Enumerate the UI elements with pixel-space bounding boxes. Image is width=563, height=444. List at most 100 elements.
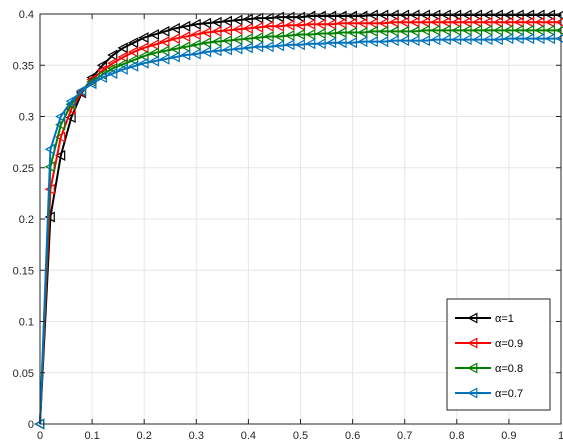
data-point — [409, 25, 420, 37]
data-point — [55, 149, 66, 161]
data-point — [325, 18, 337, 30]
data-point — [419, 35, 430, 47]
legend-marker — [467, 312, 478, 324]
x-tick-label: 0.7 — [397, 430, 412, 442]
x-tick-label: 0.2 — [137, 430, 152, 442]
data-point — [107, 49, 118, 61]
data-point — [305, 38, 316, 50]
data-point — [378, 9, 389, 21]
data-point — [55, 119, 66, 131]
y-tick-label: 0.1 — [19, 317, 34, 329]
data-point — [294, 28, 305, 41]
data-point — [325, 27, 337, 39]
data-point — [86, 78, 97, 90]
data-point — [263, 20, 274, 32]
data-point — [440, 16, 451, 28]
data-point — [482, 9, 493, 21]
data-point — [242, 22, 253, 34]
data-point — [55, 110, 66, 123]
data-point — [482, 16, 493, 28]
data-point — [211, 25, 222, 37]
data-point — [315, 27, 326, 39]
data-point — [169, 43, 180, 55]
y-tick-label: 0.3 — [19, 112, 34, 124]
data-point — [492, 16, 503, 28]
x-tick-label: 0 — [37, 430, 43, 442]
data-point — [471, 34, 483, 46]
data-point — [221, 35, 232, 47]
data-point — [128, 46, 139, 58]
data-point — [419, 9, 430, 21]
data-point — [180, 49, 191, 61]
data-point — [75, 85, 87, 97]
data-point — [523, 33, 535, 45]
data-point — [440, 24, 451, 36]
data-point — [430, 16, 441, 28]
data-point — [513, 24, 524, 36]
data-point — [263, 41, 274, 53]
data-point — [461, 34, 472, 46]
data-point — [305, 18, 316, 30]
data-point — [409, 35, 420, 47]
data-point — [492, 9, 503, 21]
data-point — [534, 33, 545, 45]
data-point — [284, 19, 295, 31]
data-point — [96, 72, 107, 84]
data-point — [284, 11, 295, 23]
data-point — [253, 32, 264, 44]
data-point — [544, 24, 556, 36]
legend-label: α=1 — [495, 313, 514, 325]
data-point — [128, 37, 139, 49]
y-tick-label: 0.2 — [19, 214, 34, 226]
data-point — [190, 39, 201, 51]
data-point — [367, 36, 378, 48]
data-point — [346, 17, 358, 29]
data-point — [221, 24, 232, 36]
data-point — [451, 16, 462, 28]
data-point — [305, 28, 316, 41]
data-point — [180, 31, 191, 43]
axis-ticks: 0 0.1 0.2 0.3 0.4 0.5 0.6 0.7 0.8 0.9 1 0 0.05 0.1 0.1… — [13, 9, 563, 442]
data-point — [451, 34, 462, 46]
x-tick-label: 1 — [558, 430, 563, 442]
data-point — [513, 16, 524, 28]
y-tick-label: 0.15 — [13, 265, 34, 277]
x-tick-label: 0.9 — [501, 430, 516, 442]
data-point — [190, 48, 201, 60]
data-point — [273, 11, 285, 23]
data-point — [461, 9, 472, 21]
data-point — [440, 34, 451, 46]
data-point — [325, 37, 337, 49]
data-point — [482, 24, 493, 36]
data-point — [117, 42, 128, 54]
y-tick-label: 0 — [28, 419, 34, 431]
data-point — [253, 41, 264, 53]
data-point — [367, 9, 378, 21]
y-tick-label: 0.4 — [19, 9, 34, 21]
data-point — [388, 9, 399, 21]
data-point — [117, 51, 128, 63]
data-point — [65, 112, 76, 124]
data-point — [523, 9, 535, 21]
data-point — [128, 60, 139, 72]
data-point — [159, 36, 170, 48]
data-point — [419, 16, 430, 28]
data-point — [107, 67, 118, 79]
data-point — [44, 143, 55, 155]
data-point — [398, 16, 410, 28]
data-point — [200, 37, 212, 49]
data-point — [346, 37, 358, 49]
x-tick-label: 0.1 — [84, 430, 99, 442]
data-point — [492, 34, 503, 46]
data-point — [200, 26, 212, 38]
data-point — [378, 25, 389, 37]
data-point — [65, 95, 76, 107]
data-point — [430, 34, 441, 46]
data-point — [492, 24, 503, 36]
data-point — [503, 24, 514, 36]
data-point — [544, 9, 556, 21]
data-point — [190, 28, 201, 41]
data-point — [367, 25, 378, 37]
data-point — [221, 44, 232, 56]
data-point — [367, 17, 378, 29]
